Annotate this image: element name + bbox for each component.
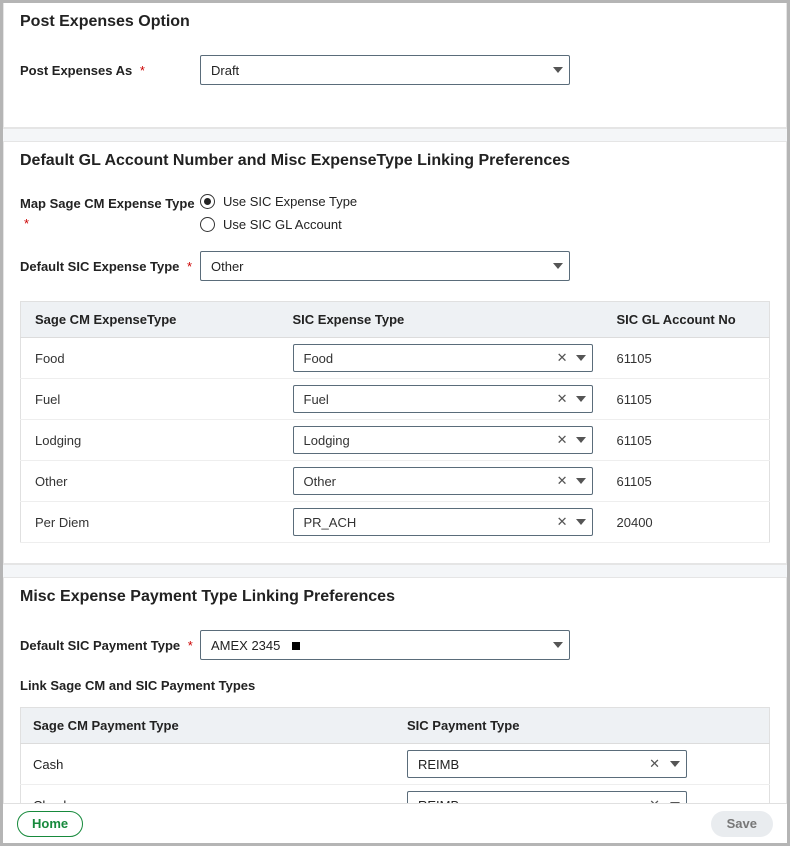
cell-sic-type: Food ✕ [281,338,605,379]
cell-cm-payment: Check [21,785,396,804]
default-sic-payment-select[interactable]: AMEX 2345 [200,630,570,660]
table-row: Food Food ✕ 61105 [21,338,770,379]
radio-icon [200,194,215,209]
radio-label: Use SIC GL Account [223,217,342,232]
select-value: Fuel [304,392,329,407]
col-sic-expense: SIC Expense Type [281,302,605,338]
indicator-icon [292,642,300,650]
chevron-down-icon [670,761,680,767]
field-label-text: Post Expenses As [20,63,132,78]
link-payment-types-heading: Link Sage CM and SIC Payment Types [4,672,786,703]
map-expense-type-label: Map Sage CM Expense Type * [20,194,200,233]
clear-icon[interactable]: ✕ [557,432,568,448]
chevron-down-icon [553,67,563,73]
expense-type-table: Sage CM ExpenseType SIC Expense Type SIC… [20,301,770,543]
cell-gl-account: 61105 [605,461,770,502]
col-sic-payment: SIC Payment Type [395,708,770,744]
table-row: Other Other ✕ 61105 [21,461,770,502]
table-row: Check REIMB✕ [21,785,770,804]
cell-sic-type: PR_ACH ✕ [281,502,605,543]
cell-sic-type: Other ✕ [281,461,605,502]
chevron-down-icon [576,437,586,443]
col-sage-cm-type: Sage CM ExpenseType [21,302,281,338]
cell-gl-account: 61105 [605,420,770,461]
map-label-text: Map Sage CM Expense Type [20,196,195,211]
default-sic-label-text: Default SIC Expense Type [20,259,179,274]
sic-payment-select[interactable]: REIMB✕ [407,791,687,803]
sic-expense-select[interactable]: Fuel ✕ [293,385,593,413]
select-value: AMEX 2345 [211,638,300,653]
select-value: Other [211,259,244,274]
post-expenses-as-select[interactable]: Draft [200,55,570,85]
cell-cm-type: Per Diem [21,502,281,543]
cell-sic-payment: REIMB ✕ [395,744,770,785]
default-pay-label-text: Default SIC Payment Type [20,638,180,653]
section3-title: Misc Expense Payment Type Linking Prefer… [4,578,786,630]
clear-icon[interactable]: ✕ [557,514,568,530]
default-sic-expense-select[interactable]: Other [200,251,570,281]
select-value-text: AMEX 2345 [211,638,280,653]
sic-expense-select[interactable]: PR_ACH ✕ [293,508,593,536]
clear-icon[interactable]: ✕ [557,473,568,489]
select-value: Other [304,474,337,489]
sic-expense-select[interactable]: Food ✕ [293,344,593,372]
required-marker: * [187,259,192,274]
section-post-expenses: Post Expenses Option Post Expenses As * … [3,3,787,128]
chevron-down-icon [576,355,586,361]
select-value: PR_ACH [304,515,357,530]
cell-sic-type: Lodging ✕ [281,420,605,461]
home-button[interactable]: Home [17,811,83,837]
clear-icon[interactable]: ✕ [557,391,568,407]
table-row: Lodging Lodging ✕ 61105 [21,420,770,461]
radio-option-1[interactable]: Use SIC GL Account [200,217,357,232]
cell-cm-type: Lodging [21,420,281,461]
chevron-down-icon [576,478,586,484]
table-row: Per Diem PR_ACH ✕ 20400 [21,502,770,543]
save-button[interactable]: Save [711,811,773,837]
chevron-down-icon [576,519,586,525]
sic-expense-select[interactable]: Lodging ✕ [293,426,593,454]
map-expense-radio-group: Use SIC Expense Type Use SIC GL Account [200,194,357,232]
required-marker: * [24,216,29,231]
cell-cm-payment: Cash [21,744,396,785]
chevron-down-icon [553,642,563,648]
required-marker: * [188,638,193,653]
cell-cm-type: Fuel [21,379,281,420]
col-sic-gl-account: SIC GL Account No [605,302,770,338]
footer-bar: Home Save [3,803,787,843]
section1-title: Post Expenses Option [4,3,786,55]
main-scroll[interactable]: Post Expenses Option Post Expenses As * … [3,3,787,803]
select-value: Draft [211,63,239,78]
cell-cm-type: Other [21,461,281,502]
cell-gl-account: 61105 [605,379,770,420]
cell-cm-type: Food [21,338,281,379]
clear-icon[interactable]: ✕ [649,756,660,772]
cell-sic-payment: REIMB✕ [395,785,770,804]
cell-sic-type: Fuel ✕ [281,379,605,420]
post-expenses-as-label: Post Expenses As * [20,63,200,78]
default-sic-expense-label: Default SIC Expense Type * [20,259,200,274]
radio-option-0[interactable]: Use SIC Expense Type [200,194,357,209]
sic-payment-select[interactable]: REIMB ✕ [407,750,687,778]
required-marker: * [140,63,145,78]
chevron-down-icon [553,263,563,269]
sic-expense-select[interactable]: Other ✕ [293,467,593,495]
section-gl-linking: Default GL Account Number and Misc Expen… [3,142,787,564]
radio-label: Use SIC Expense Type [223,194,357,209]
radio-icon [200,217,215,232]
cell-gl-account: 61105 [605,338,770,379]
col-sage-cm-payment: Sage CM Payment Type [21,708,396,744]
cell-gl-account: 20400 [605,502,770,543]
section2-title: Default GL Account Number and Misc Expen… [4,142,786,194]
default-sic-payment-label: Default SIC Payment Type * [20,638,200,653]
payment-type-table: Sage CM Payment Type SIC Payment Type Ca… [20,707,770,803]
table-row: Cash REIMB ✕ [21,744,770,785]
section-payment-linking: Misc Expense Payment Type Linking Prefer… [3,578,787,803]
table-row: Fuel Fuel ✕ 61105 [21,379,770,420]
select-value: REIMB [418,757,459,772]
chevron-down-icon [576,396,586,402]
select-value: Food [304,351,334,366]
select-value: Lodging [304,433,350,448]
clear-icon[interactable]: ✕ [557,350,568,366]
